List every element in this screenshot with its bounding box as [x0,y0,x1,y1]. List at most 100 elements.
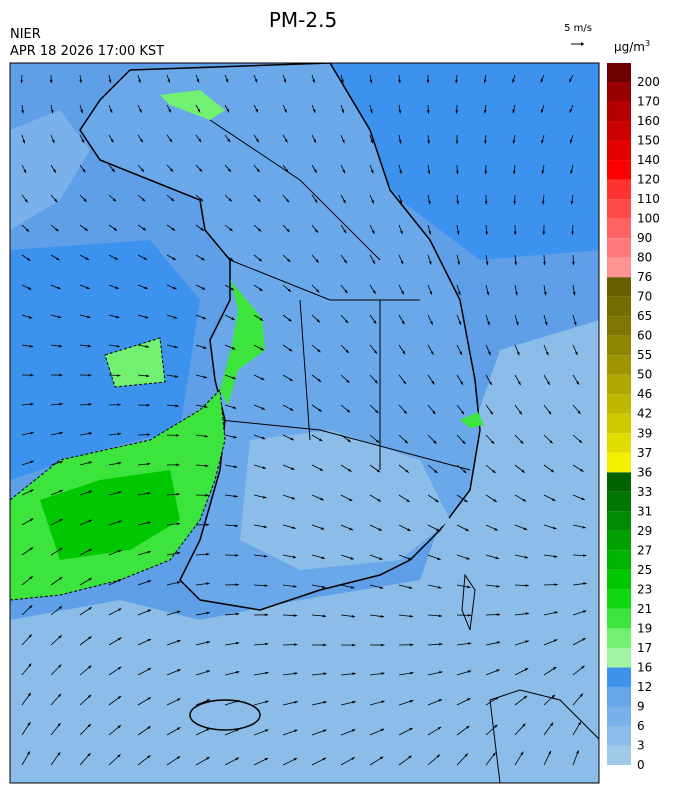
wind-arrow-head [553,526,557,530]
colorbar-label: 37 [637,446,652,460]
wind-arrow-head [30,402,34,406]
wind-arrow-head [323,729,327,733]
wind-arrow-head [112,198,116,202]
wind-arrow-head [346,379,350,383]
wind-arrow-head [143,256,147,260]
wind-arrow-head [147,755,151,759]
wind-arrow-head [147,697,151,701]
wind-arrow-head [323,672,327,676]
wind-arrow-head [379,557,383,560]
wind-arrow-head [88,665,92,669]
wind-arrow-head [58,606,63,610]
wind-arrow-head [117,666,122,670]
wind-arrow-head [88,402,92,406]
colorbar-label: 12 [637,680,652,694]
wind-arrow-head [549,440,553,444]
wind-arrow-head [265,700,269,704]
wind-arrow-head [259,288,263,291]
wind-arrow-head [88,519,93,523]
wind-arrow-head [147,726,151,730]
colorbar-label: 100 [637,212,660,226]
wind-arrow-head [571,261,575,266]
colorbar-segment [607,316,631,336]
colorbar-label: 0 [637,758,645,772]
colorbar-segment [607,667,631,687]
wind-arrow-head [265,642,269,646]
wind-arrow-head [406,499,410,502]
wind-arrow-head [483,109,487,114]
colorbar-segment [607,394,631,414]
colorbar-label: 36 [637,465,652,479]
wind-arrow-head [28,315,33,319]
wind-arrow-head [87,753,91,757]
wind-arrow-head [260,377,265,380]
wind-arrow-head [516,351,520,356]
wind-arrow-head [293,584,297,588]
wind-arrow-head [550,722,554,726]
wind-arrow-head [372,260,376,264]
pm-strip [220,280,265,405]
wind-arrow-head [235,700,240,703]
wind-arrow-head [176,581,181,584]
wind-arrow-head [512,79,515,83]
wind-arrow-head [344,289,348,294]
colorbar-label: 90 [637,231,652,245]
wind-arrow-head [525,584,529,587]
wind-arrow-head [27,722,31,726]
colorbar-label: 200 [637,75,660,89]
colorbar-segment [607,101,631,122]
wind-arrow-head [554,583,558,586]
wind-arrow-head [495,697,499,700]
wind-arrow-head [381,643,385,647]
wind-arrow-head [169,138,173,143]
wind-arrow-head [57,286,61,290]
wind-arrow-head [262,466,266,469]
wind-arrow-head [23,169,27,174]
wind-arrow-head [145,345,149,348]
wind-arrow-head [146,403,150,407]
wind-arrow-head [204,434,209,438]
wind-arrow-head [28,605,33,609]
colorbar-label: 23 [637,582,652,596]
wind-arrow-head [176,463,180,467]
wind-arrow-head [86,286,90,289]
high-zone [300,63,599,260]
wind-arrow-head [205,523,210,527]
wind-arrow-head [438,671,443,674]
wind-arrow-head [553,555,558,558]
pm-patch [104,337,166,388]
wind-arrow-head [513,201,517,205]
wind-arrow-head [233,435,237,439]
wind-arrow-head [139,109,142,113]
wind-arrow-head [460,381,463,385]
wind-arrow-head [117,432,122,436]
wind-arrow-head [147,668,152,671]
pm-north [160,90,225,120]
wind-arrow-head [235,757,240,761]
wind-arrow-head [523,695,528,699]
wind-arrow-head [235,641,240,645]
wind-arrow-head [524,668,529,671]
wind-arrow-head [20,79,24,84]
colorbar-label: 39 [637,426,652,440]
wind-arrow-head [492,752,496,756]
wind-arrow-head [58,635,62,639]
wind-arrow-head [371,200,374,204]
wind-arrow-head [578,721,581,726]
wind-arrow-head [117,637,122,641]
wind-arrow-head [88,432,92,435]
wind-arrow-head [430,351,434,355]
wind-arrow-head [484,140,487,144]
wind-arrow-head [318,438,323,442]
wind-arrow-head [257,198,261,202]
wind-arrow-head [111,168,115,173]
wind-arrow-head [316,319,320,323]
wind-arrow-head [231,346,236,350]
wind-arrow-head [572,291,576,296]
colorbar-segment [607,608,631,629]
wind-arrow-head [523,527,528,530]
wind-arrow-head [57,722,61,727]
wind-arrow-head [206,699,211,702]
wind-arrow-head [88,490,93,494]
wind-arrow-head [404,440,408,444]
